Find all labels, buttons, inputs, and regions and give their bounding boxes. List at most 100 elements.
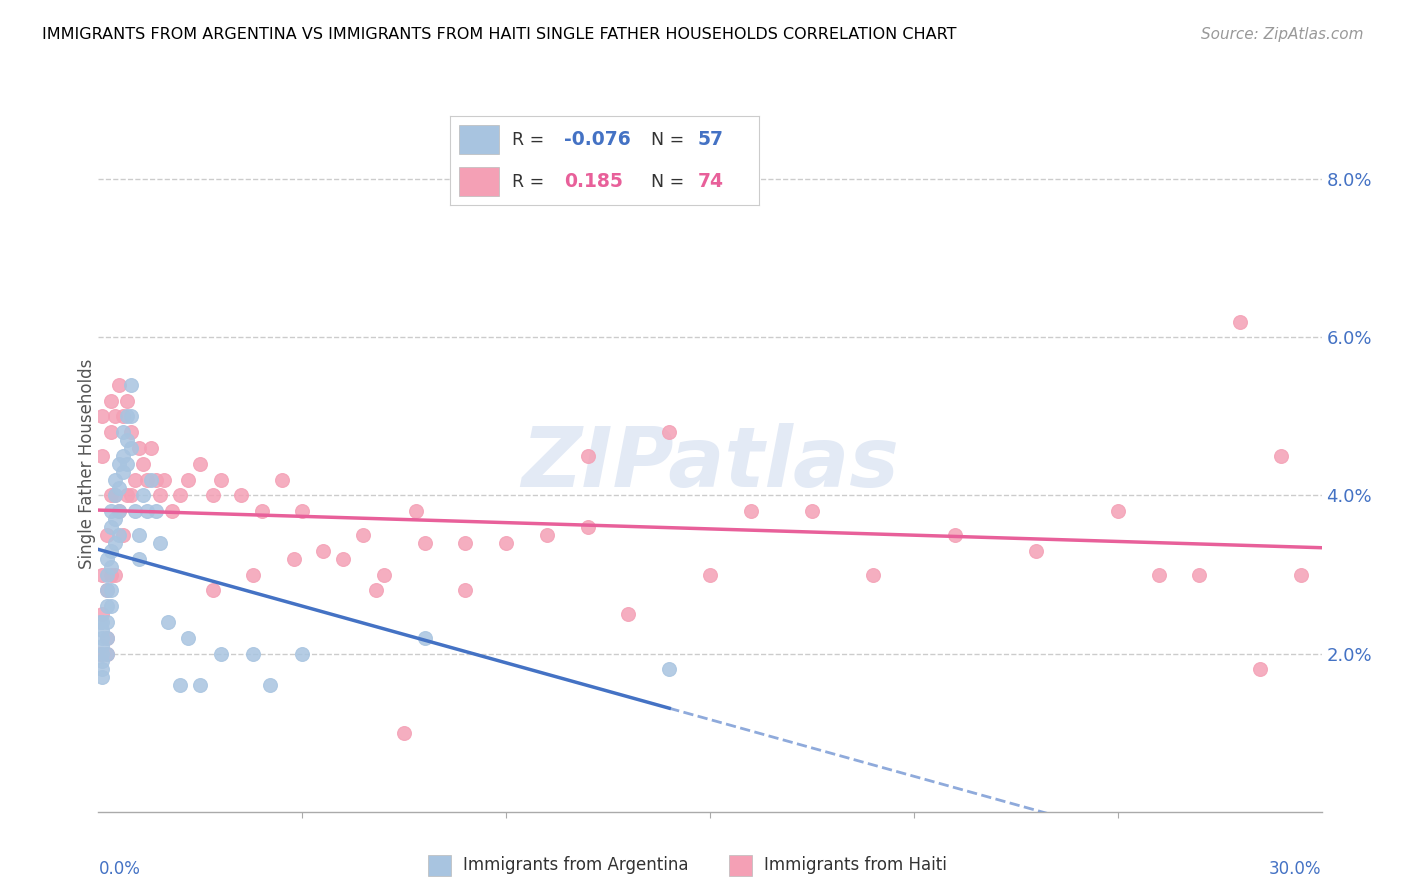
Point xyxy=(740,504,762,518)
Point xyxy=(115,457,138,471)
Point xyxy=(115,488,138,502)
Point xyxy=(141,441,163,455)
Point xyxy=(128,551,150,566)
Point xyxy=(1229,314,1251,328)
Point xyxy=(100,393,122,408)
Point xyxy=(576,520,599,534)
Point xyxy=(1025,543,1047,558)
Point xyxy=(495,536,517,550)
Point xyxy=(91,615,114,629)
Point xyxy=(96,583,118,598)
Bar xyxy=(460,167,499,196)
Point xyxy=(115,433,138,447)
Point xyxy=(108,528,131,542)
Point xyxy=(96,583,118,598)
Point xyxy=(242,567,264,582)
Point xyxy=(392,725,416,739)
Point xyxy=(1270,449,1292,463)
Point xyxy=(169,488,191,502)
Point xyxy=(104,488,127,502)
Text: N =: N = xyxy=(651,172,690,191)
Bar xyxy=(460,125,499,154)
Point xyxy=(136,473,159,487)
Point xyxy=(801,504,824,518)
Point xyxy=(100,504,122,518)
Point xyxy=(115,393,138,408)
Point xyxy=(120,425,142,440)
Point xyxy=(231,488,253,502)
Point xyxy=(100,520,122,534)
Point xyxy=(104,488,127,502)
Point xyxy=(209,473,232,487)
Point xyxy=(413,536,436,550)
Point xyxy=(177,631,200,645)
Point xyxy=(91,623,114,637)
Text: R =: R = xyxy=(512,130,550,149)
Text: Immigrants from Argentina: Immigrants from Argentina xyxy=(463,856,689,874)
Point xyxy=(111,409,134,424)
Point xyxy=(91,449,114,463)
Point xyxy=(136,504,159,518)
Point xyxy=(91,607,114,621)
Point xyxy=(454,536,477,550)
Text: Immigrants from Haiti: Immigrants from Haiti xyxy=(765,856,948,874)
Point xyxy=(405,504,427,518)
Point xyxy=(104,567,127,582)
Point xyxy=(100,488,122,502)
Point xyxy=(96,647,118,661)
Text: R =: R = xyxy=(512,172,555,191)
Point xyxy=(108,504,131,518)
Text: 0.185: 0.185 xyxy=(564,172,623,191)
Point xyxy=(145,504,167,518)
Point xyxy=(658,662,681,676)
Point xyxy=(96,599,118,614)
Point xyxy=(352,528,374,542)
Point xyxy=(124,504,146,518)
Point xyxy=(104,536,127,550)
Point xyxy=(96,567,118,582)
Point xyxy=(373,567,395,582)
Point xyxy=(283,551,305,566)
Point xyxy=(209,647,232,661)
Point xyxy=(943,528,966,542)
Point xyxy=(413,631,436,645)
Text: Source: ZipAtlas.com: Source: ZipAtlas.com xyxy=(1201,27,1364,42)
Point xyxy=(96,647,118,661)
Point xyxy=(536,528,558,542)
Point xyxy=(132,457,155,471)
Text: N =: N = xyxy=(651,130,690,149)
Point xyxy=(141,473,163,487)
Point xyxy=(1249,662,1271,676)
Point xyxy=(188,678,212,692)
Point xyxy=(312,543,335,558)
Point xyxy=(100,559,122,574)
Point xyxy=(617,607,640,621)
Point xyxy=(96,631,118,645)
Point xyxy=(177,473,200,487)
Point xyxy=(160,504,183,518)
Text: -0.076: -0.076 xyxy=(564,130,631,149)
Point xyxy=(576,449,599,463)
Point xyxy=(91,670,114,684)
Point xyxy=(91,662,114,676)
Point xyxy=(124,473,146,487)
Point xyxy=(96,631,118,645)
Point xyxy=(108,377,131,392)
Point xyxy=(169,678,191,692)
Point xyxy=(104,409,127,424)
Point xyxy=(250,504,273,518)
Point xyxy=(149,536,172,550)
Text: 57: 57 xyxy=(697,130,723,149)
Point xyxy=(242,647,264,661)
Point xyxy=(100,599,122,614)
Point xyxy=(152,473,174,487)
Bar xyxy=(427,855,451,876)
Point xyxy=(1107,504,1129,518)
Point xyxy=(862,567,884,582)
Point xyxy=(120,377,142,392)
Point xyxy=(91,647,114,661)
Point xyxy=(91,639,114,653)
Point xyxy=(291,504,314,518)
Point xyxy=(270,473,294,487)
Point xyxy=(104,512,127,526)
